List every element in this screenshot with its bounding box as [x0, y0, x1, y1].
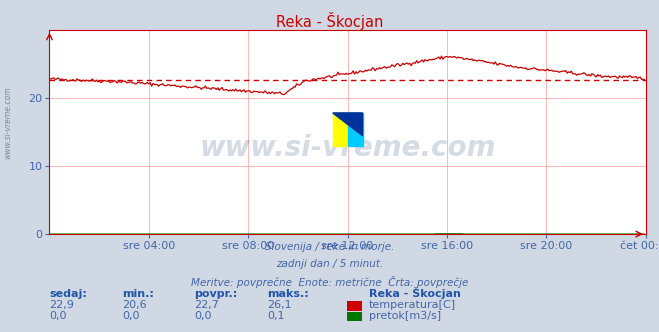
Text: temperatura[C]: temperatura[C]	[369, 300, 456, 310]
Bar	[348, 113, 362, 145]
Text: 26,1: 26,1	[267, 300, 291, 310]
Text: 0,0: 0,0	[194, 311, 212, 321]
Text: Slovenija / reke in morje.: Slovenija / reke in morje.	[265, 242, 394, 252]
Text: www.si-vreme.com: www.si-vreme.com	[3, 87, 13, 159]
Text: www.si-vreme.com: www.si-vreme.com	[200, 134, 496, 162]
Text: Meritve: povprečne  Enote: metrične  Črta: povprečje: Meritve: povprečne Enote: metrične Črta:…	[191, 276, 468, 288]
Text: maks.:: maks.:	[267, 289, 308, 299]
Text: povpr.:: povpr.:	[194, 289, 238, 299]
Polygon shape	[333, 113, 362, 136]
Text: 0,0: 0,0	[49, 311, 67, 321]
Text: sedaj:: sedaj:	[49, 289, 87, 299]
Text: min.:: min.:	[122, 289, 154, 299]
Bar	[333, 113, 348, 145]
Text: pretok[m3/s]: pretok[m3/s]	[369, 311, 441, 321]
Text: 0,1: 0,1	[267, 311, 285, 321]
Text: 22,9: 22,9	[49, 300, 74, 310]
Text: 0,0: 0,0	[122, 311, 140, 321]
Text: zadnji dan / 5 minut.: zadnji dan / 5 minut.	[276, 259, 383, 269]
Text: Reka - Škocjan: Reka - Škocjan	[369, 287, 461, 299]
Text: 20,6: 20,6	[122, 300, 146, 310]
Text: 22,7: 22,7	[194, 300, 219, 310]
Text: Reka - Škocjan: Reka - Škocjan	[276, 12, 383, 30]
